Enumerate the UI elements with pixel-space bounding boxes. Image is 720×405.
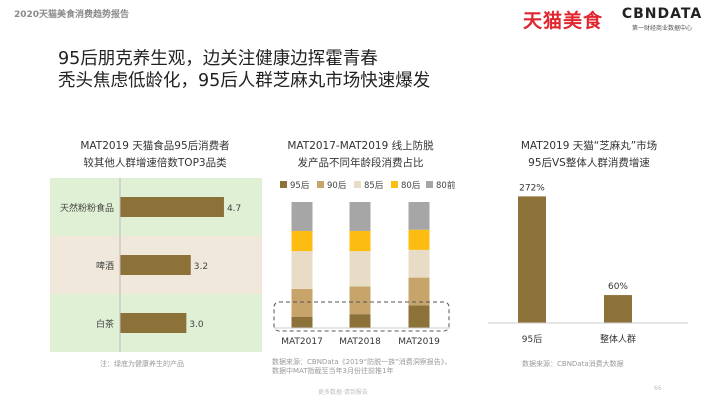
- chart3-value-label: 272%: [519, 183, 545, 193]
- chart3-bar: [604, 295, 632, 323]
- chart2-bar-segment: [349, 286, 371, 315]
- chart3-category-label: 整体人群: [600, 333, 636, 345]
- chart2-bar-segment: [408, 229, 430, 250]
- chart2-legend-label: 85后: [364, 180, 384, 191]
- chart1-bar: [120, 197, 224, 217]
- page-number: 66: [654, 385, 662, 392]
- chart1-category-label: 天然粉粉食品: [60, 202, 114, 214]
- tmall-food-logo: 天猫美食: [523, 10, 604, 32]
- cbndata-logo: CBNDATA 第一财经商业数据中心: [612, 6, 712, 32]
- chart1-value-label: 3.0: [189, 320, 204, 330]
- headline-line-2: 秃头焦虑低龄化，95后人群芝麻丸市场快速爆发: [58, 71, 431, 91]
- chart1-title-line1: MAT2019 天猫食品95后消费者: [80, 140, 230, 152]
- chart2-bar-segment: [349, 314, 371, 328]
- chart2-legend-swatch: [354, 181, 361, 188]
- chart2-bar-segment: [291, 316, 313, 328]
- chart1-value-label: 4.7: [227, 204, 241, 214]
- chart1-category-label: 啤酒: [96, 260, 114, 272]
- chart1-svg: 天然粉粉食品 4.7 啤酒 3.2 白茶 3.0: [50, 178, 262, 352]
- chart2-bar-segment: [291, 251, 313, 289]
- chart3-bar: [518, 196, 546, 323]
- chart1-bar: [120, 255, 191, 275]
- chart2-legend-label: 95后: [290, 180, 310, 191]
- chart2-legend-label: 80前: [436, 180, 456, 191]
- chart1-title-line2: 较其他人群增速倍数TOP3品类: [83, 157, 227, 169]
- chart2-title-line2: 发产品不同年龄段消费占比: [297, 157, 424, 169]
- chart2-category-label: MAT2019: [398, 337, 440, 347]
- chart2-legend-swatch: [426, 181, 433, 188]
- chart3-svg: 272% 95后 60% 整体人群: [488, 183, 688, 345]
- chart3-title-line2: 95后VS整体人群消费增速: [528, 157, 650, 169]
- headline-line-1: 95后朋克养生观，边关注健康边挥霍青春: [58, 49, 378, 69]
- chart3-category-label: 95后: [522, 334, 542, 345]
- cbndata-logo-text: CBNDATA: [621, 6, 703, 22]
- chart1-value-label: 3.2: [194, 262, 208, 272]
- chart2-legend-swatch: [391, 181, 398, 188]
- chart1-bar: [120, 313, 187, 333]
- chart1-note: 注：绿底为健康养生的产品: [100, 360, 184, 368]
- chart2-bar-segment: [291, 230, 313, 252]
- chart2-category-label: MAT2018: [339, 337, 381, 347]
- chart2-legend-label: 90后: [327, 180, 347, 191]
- chart2-bar-segment: [408, 249, 430, 278]
- chart2-bar-segment: [408, 305, 430, 328]
- cbndata-logo-subtitle: 第一财经商业数据中心: [631, 25, 692, 32]
- chart3-title: MAT2019 天猫“芝麻丸”市场 95后VS整体人群消费增速: [478, 138, 700, 172]
- chart2-bar-segment: [349, 202, 371, 231]
- chart2-category-label: MAT2017: [281, 337, 323, 347]
- chart2-highlight-box: [273, 301, 450, 332]
- report-title: 2020天猫美食消费趋势报告: [14, 10, 130, 20]
- chart2-bar-segment: [349, 251, 371, 287]
- chart2-bar-segment: [291, 202, 313, 231]
- chart3-title-line1: MAT2019 天猫“芝麻丸”市场: [520, 140, 658, 152]
- chart2-bar-segment: [291, 288, 313, 317]
- chart3-value-label: 60%: [608, 282, 628, 292]
- chart2-title: MAT2017-MAT2019 线上防脱 发产品不同年龄段消费占比: [248, 138, 473, 172]
- chart1-title: MAT2019 天猫食品95后消费者 较其他人群增速倍数TOP3品类: [40, 138, 270, 172]
- chart3-note: 数据来源：CBNData消费大数据: [522, 360, 624, 368]
- chart2-svg: 95后 90后 85后 80后 80前 MAT2017 MAT2018 MAT2019: [273, 180, 456, 347]
- chart2-title-line1: MAT2017-MAT2019 线上防脱: [287, 140, 434, 152]
- chart2-legend-label: 80后: [401, 180, 421, 191]
- chart2-bar-segment: [408, 202, 430, 230]
- footer-text: 更多数据·请到报告: [318, 389, 368, 396]
- chart2-legend-swatch: [280, 181, 287, 188]
- chart2-bar-segment: [408, 277, 430, 306]
- chart2-legend-swatch: [317, 181, 324, 188]
- chart2-bar-segment: [349, 230, 371, 252]
- chart1-category-label: 白茶: [96, 318, 114, 330]
- chart2-note: 数据来源：CBNData《2019“防脱一族”消费洞察报告》，数据中MAT指截至…: [272, 358, 452, 375]
